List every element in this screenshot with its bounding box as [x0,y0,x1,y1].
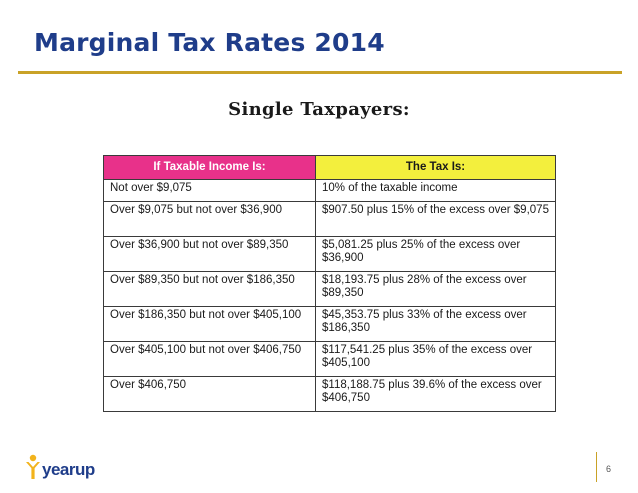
table-row: Over $186,350 but not over $405,100 $45,… [103,306,556,342]
table-row: Not over $9,075 10% of the taxable incom… [103,179,556,202]
person-icon [26,454,40,479]
footer-divider [596,452,597,482]
income-cell: Over $406,750 [103,376,316,412]
tax-cell: $907.50 plus 15% of the excess over $9,0… [315,201,556,237]
table-row: Over $89,350 but not over $186,350 $18,1… [103,271,556,307]
table-row: Over $36,900 but not over $89,350 $5,081… [103,236,556,272]
tax-cell: $5,081.25 plus 25% of the excess over $3… [315,236,556,272]
income-cell: Over $186,350 but not over $405,100 [103,306,316,342]
logo-text: yearup [42,460,95,479]
title-divider [18,71,622,74]
income-cell: Over $89,350 but not over $186,350 [103,271,316,307]
table-row: Over $9,075 but not over $36,900 $907.50… [103,201,556,237]
tax-cell: $18,193.75 plus 28% of the excess over $… [315,271,556,307]
yearup-logo: yearup [25,452,95,480]
income-cell: Not over $9,075 [103,179,316,202]
slide-title: Marginal Tax Rates 2014 [34,28,385,57]
table-row: Over $405,100 but not over $406,750 $117… [103,341,556,377]
income-cell: Over $9,075 but not over $36,900 [103,201,316,237]
column-header-income: If Taxable Income Is: [103,155,316,180]
page-number: 6 [606,464,612,474]
table-row: Over $406,750 $118,188.75 plus 39.6% of … [103,376,556,412]
table-header-row: If Taxable Income Is: The Tax Is: [103,155,556,180]
income-cell: Over $36,900 but not over $89,350 [103,236,316,272]
table-heading: Single Taxpayers: [228,99,410,120]
income-cell: Over $405,100 but not over $406,750 [103,341,316,377]
tax-rate-table: If Taxable Income Is: The Tax Is: Not ov… [103,155,556,412]
tax-cell: $118,188.75 plus 39.6% of the excess ove… [315,376,556,412]
tax-cell: $117,541.25 plus 35% of the excess over … [315,341,556,377]
column-header-tax: The Tax Is: [315,155,556,180]
tax-cell: 10% of the taxable income [315,179,556,202]
tax-cell: $45,353.75 plus 33% of the excess over $… [315,306,556,342]
